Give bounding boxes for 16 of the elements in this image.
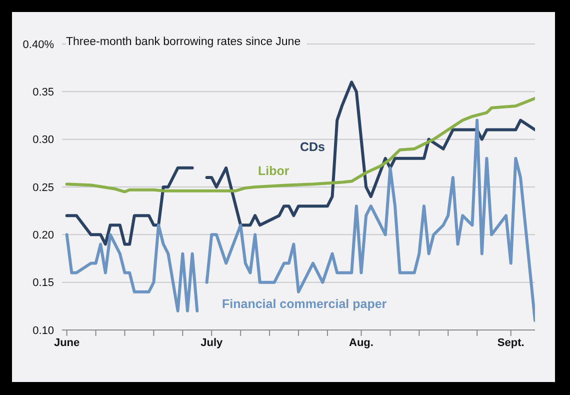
line-series bbox=[65, 96, 535, 194]
series-label: Libor bbox=[258, 164, 290, 178]
y-tick-label: 0.30 bbox=[32, 134, 54, 146]
x-tick-label: Sept. bbox=[497, 336, 524, 349]
y-tick-label: 0.10 bbox=[32, 324, 54, 337]
y-tick-label: 0.20 bbox=[32, 230, 54, 242]
y-tick-label: 0.25 bbox=[32, 182, 54, 194]
series-label: Financial commercial paper bbox=[222, 297, 387, 311]
y-tick-label: 0.40% bbox=[22, 38, 54, 51]
x-tick-label: Aug. bbox=[349, 336, 374, 349]
chart-title: Three-month bank borrowing rates since June bbox=[66, 36, 307, 48]
x-tick-label: June bbox=[54, 336, 80, 349]
x-tick-label: July bbox=[200, 336, 224, 349]
y-tick-label: 0.35 bbox=[32, 86, 54, 99]
y-tick-label: 0.15 bbox=[32, 277, 54, 290]
series-label: CDs bbox=[300, 140, 326, 154]
